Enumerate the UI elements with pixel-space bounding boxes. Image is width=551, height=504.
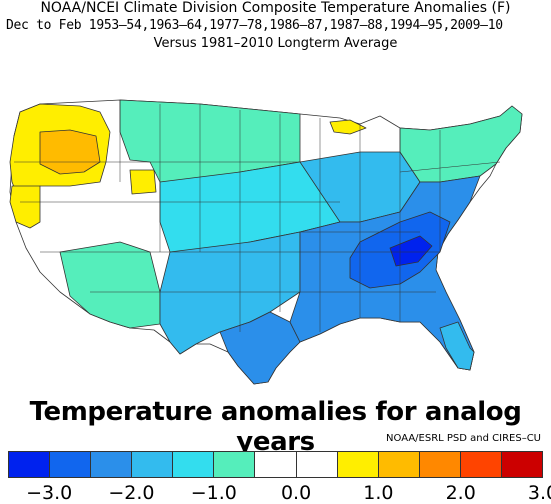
region-northern-california [9, 185, 41, 229]
credit-text: NOAA/ESRL PSD and CIRES–CU [386, 433, 541, 444]
region-nevada-yellow [129, 169, 157, 195]
legend-swatch-10 [419, 452, 461, 477]
map-title: NOAA/NCEI Climate Division Composite Tem… [40, 0, 511, 16]
region-florida [439, 321, 475, 371]
legend-swatch-8 [337, 452, 379, 477]
legend-tick-3: 0.0 [280, 482, 312, 504]
region-tennessee-dark [389, 235, 433, 267]
legend-swatch-9 [378, 452, 420, 477]
region-oregon-idaho [39, 129, 101, 175]
legend-swatch-3 [132, 452, 174, 477]
map-caption: Temperature anomalies for analog years [29, 397, 522, 457]
color-legend-bar [8, 451, 543, 478]
region-southwest [59, 241, 161, 329]
us-climate-division-map [9, 99, 523, 385]
legend-tick-6: 3.0 [527, 482, 551, 504]
legend-tick-2: −1.0 [190, 482, 237, 504]
legend-tick-0: −3.0 [26, 482, 73, 504]
legend-swatch-1 [50, 452, 92, 477]
region-upper-michigan [329, 119, 367, 135]
legend-tick-5: 2.0 [445, 482, 476, 504]
legend-tick-4: 1.0 [363, 482, 394, 504]
legend-swatch-11 [460, 452, 502, 477]
region-northeast [399, 105, 523, 183]
legend-swatch-4 [173, 452, 215, 477]
color-legend-ticks: −3.0 −2.0 −1.0 0.0 1.0 2.0 3.0 [8, 482, 551, 504]
legend-swatch-2 [91, 452, 133, 477]
legend-swatch-12 [501, 452, 543, 477]
division-boundary-14 [399, 161, 501, 173]
map-subtitle-years: Dec to Feb 1953–54,1963–64,1977–78,1986–… [6, 18, 503, 33]
map-subtitle-baseline: Versus 1981–2010 Longterm Average [153, 36, 398, 51]
legend-swatch-0 [9, 452, 51, 477]
legend-swatch-6 [255, 452, 297, 477]
legend-swatch-5 [214, 452, 256, 477]
legend-tick-1: −2.0 [108, 482, 155, 504]
legend-swatch-7 [296, 452, 338, 477]
